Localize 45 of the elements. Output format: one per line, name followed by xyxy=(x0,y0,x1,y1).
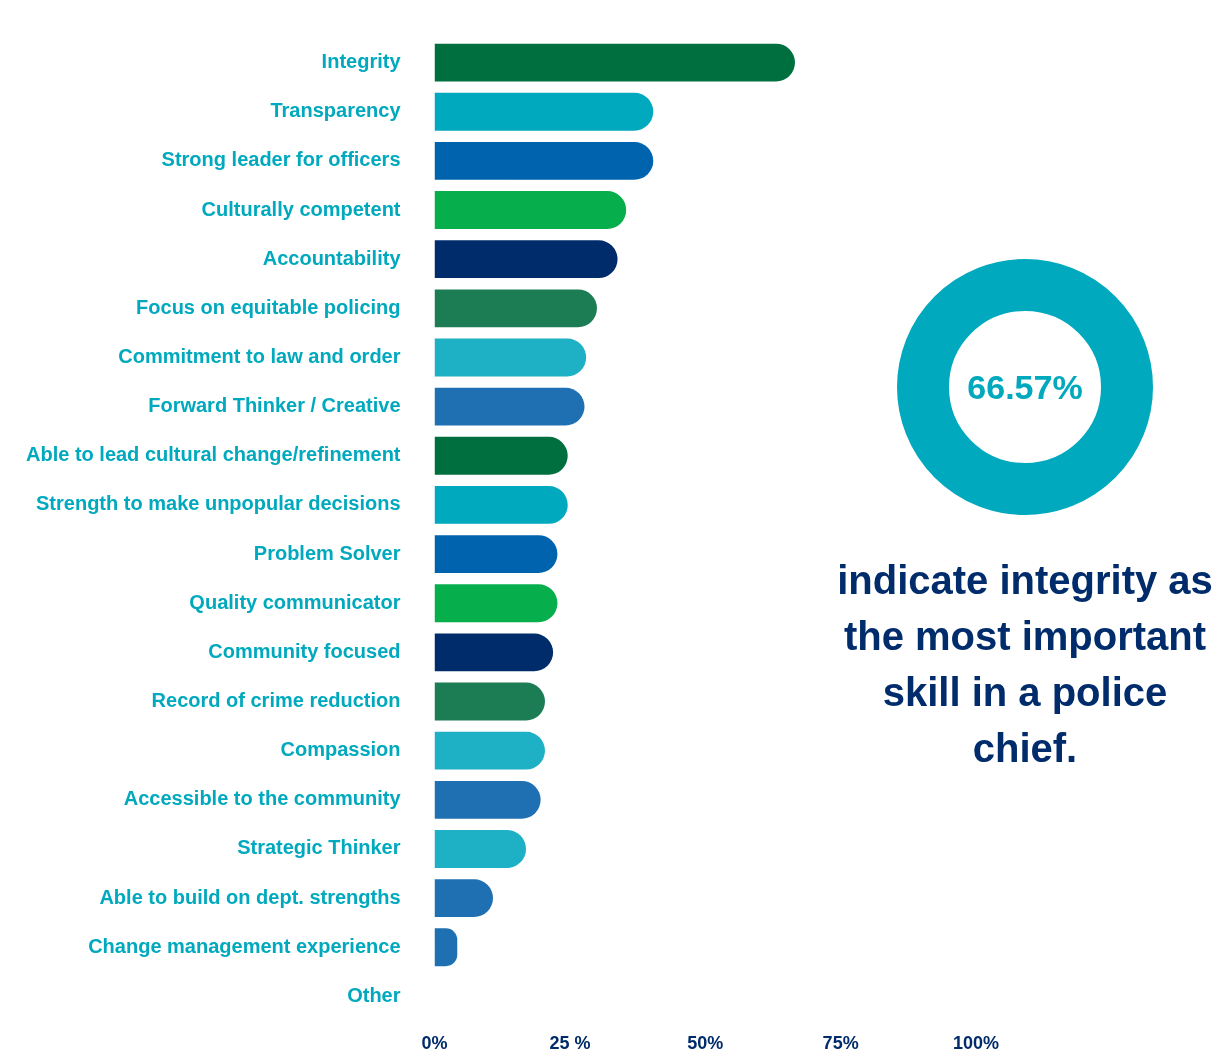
y-tick-label: Compassion xyxy=(280,738,401,761)
bar xyxy=(434,141,654,180)
x-tick-label: 25 % xyxy=(549,1032,591,1053)
annotation: indicate integrity as the most important skill in a police chief. xyxy=(836,557,1214,772)
x-tick-label: 0% xyxy=(421,1032,448,1053)
bar xyxy=(434,486,568,524)
bar xyxy=(434,682,545,721)
bar xyxy=(434,43,795,82)
y-tick-label: Strong leader for officers xyxy=(161,148,401,171)
y-tick-label: Problem Solver xyxy=(253,541,401,564)
y-tick-label: Accountability xyxy=(262,246,402,269)
bar xyxy=(434,92,654,131)
bar xyxy=(434,240,618,279)
y-tick-label: Able to lead cultural change/refinement xyxy=(25,443,401,466)
bar xyxy=(434,633,554,672)
y-tick-label: Transparency xyxy=(270,99,402,122)
y-tick-label: Culturally competent xyxy=(201,197,401,220)
x-tick-label: 100% xyxy=(952,1032,1000,1053)
annotation: 66.57% xyxy=(966,367,1084,408)
y-tick-label: Accessible to the community xyxy=(123,787,402,810)
y-tick-label: Commitment to law and order xyxy=(118,344,401,367)
y-tick-label: Quality communicator xyxy=(189,590,401,613)
bar xyxy=(434,289,597,328)
x-tick-label: 75% xyxy=(822,1032,859,1053)
y-tick-label: Able to build on dept. strengths xyxy=(99,885,401,908)
bar xyxy=(434,387,585,426)
bar xyxy=(434,436,568,475)
y-tick-label: Community focused xyxy=(208,639,401,662)
y-tick-label: Strategic Thinker xyxy=(237,836,401,859)
y-tick-label: Record of crime reduction xyxy=(151,689,401,712)
y-tick-label: Focus on equitable policing xyxy=(136,295,401,318)
y-tick-label: Other xyxy=(347,983,401,1006)
y-tick-label: Integrity xyxy=(321,50,402,73)
bar xyxy=(434,338,587,377)
bar xyxy=(434,731,545,770)
x-tick-label: 50% xyxy=(687,1032,724,1053)
bar xyxy=(434,584,558,623)
bar xyxy=(434,780,541,819)
bar xyxy=(434,535,558,573)
bar xyxy=(434,191,627,229)
bar xyxy=(434,928,458,967)
y-tick-label: Strength to make unpopular decisions xyxy=(36,492,401,515)
y-tick-label: Forward Thinker / Creative xyxy=(148,394,401,417)
y-tick-label: Change management experience xyxy=(88,934,401,957)
bar xyxy=(434,830,527,868)
